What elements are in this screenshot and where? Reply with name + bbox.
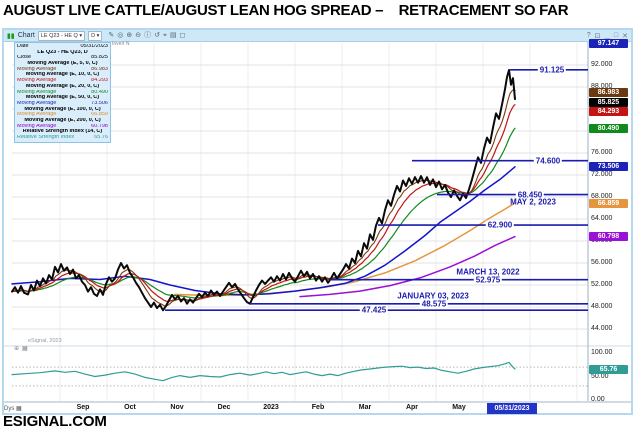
- invert-indicator: Invert N: [112, 41, 130, 47]
- rsi-line: [11, 361, 516, 382]
- grid-icon[interactable]: ▤: [169, 31, 177, 39]
- interval-dropdown[interactable]: D ▾: [88, 30, 103, 41]
- legend-value-row: Moving Average 73.506: [17, 100, 108, 106]
- cursor-date-badge: 05/31/2023: [487, 403, 537, 414]
- page-title: AUGUST LIVE CATTLE/AUGUST LEAN HOG SPREA…: [3, 2, 569, 19]
- ma-line-ema-200: [299, 235, 516, 298]
- calendar-icon: ▦: [16, 406, 22, 412]
- data-window-panel: Date 05/31/2023 LE Q23 - HE Q23, D Close 85.…: [14, 42, 111, 143]
- legend-study-header: Moving Average (E, 100, 0, C): [24, 106, 101, 112]
- price-line: [11, 69, 516, 312]
- chat-icon[interactable]: ◻: [179, 31, 186, 39]
- legend-study-header: Moving Average (E, 10, 0, C): [25, 72, 100, 78]
- help-button[interactable]: ?: [586, 31, 591, 39]
- window-buttons: ? ⊡ ▁ □ ✕: [587, 32, 628, 40]
- esignal-watermark: eSignal, 2023: [28, 338, 62, 344]
- refresh-icon[interactable]: ↺: [154, 31, 161, 39]
- pointer-icon[interactable]: ⌖: [163, 31, 167, 39]
- maximize-button[interactable]: □: [613, 31, 619, 39]
- chevron-down-icon: ▾: [96, 32, 100, 39]
- crosshair-icon[interactable]: ◎: [117, 31, 124, 39]
- legend-study-header: Relative Strength Index (14, C): [22, 129, 103, 135]
- legend-value-row: Moving Average 60.798: [17, 123, 108, 129]
- ma-line-ema-50: [11, 166, 516, 296]
- legend-value-row: Date 05/31/2023: [17, 44, 108, 49]
- legend-value-row: Moving Average 66.859: [17, 112, 108, 118]
- chart-window-frame: [2, 28, 633, 415]
- chart-window-titlebar: ▮▮ Chart LE Q23 - HE Q ▾ D ▾ ✎ ◎ ⊕ ⊖ ⓘ ↺ ⌖ ▤ ◻ ?…: [4, 30, 631, 42]
- ma-line-ema-20: [11, 127, 516, 299]
- ma-line-ema-10: [11, 104, 516, 302]
- pencil-icon[interactable]: ✎: [108, 31, 115, 39]
- legend-value-row: Moving Average 84.293: [17, 78, 108, 84]
- close-button[interactable]: ✕: [622, 32, 628, 40]
- chart-app-label: Chart: [17, 32, 35, 39]
- rsi-panel-icons[interactable]: ⊕▦: [14, 346, 31, 352]
- zoom-in-icon[interactable]: ⊕: [126, 31, 133, 39]
- legend-value-row: Relative Strength Index 65.76: [17, 135, 108, 140]
- legend-value-row: Moving Average 80.490: [17, 89, 108, 95]
- legend-study-header: Moving Average (E, 50, 0, C): [25, 95, 100, 101]
- zoom-out-icon[interactable]: ⊖: [135, 31, 142, 39]
- chevron-down-icon: ▾: [79, 32, 83, 39]
- minimize-button[interactable]: ▁: [604, 32, 610, 40]
- symbol-dropdown[interactable]: LE Q23 - HE Q ▾: [37, 30, 86, 41]
- info-icon[interactable]: ⓘ: [144, 31, 152, 39]
- legend-study-header: Moving Average (E, 20, 0, C): [25, 83, 100, 89]
- legend-value-row: Close 85.825: [17, 55, 108, 61]
- legend-study-header: Moving Average (E, 5, 0, C): [27, 61, 98, 67]
- footer-brand: ESIGNAL.COM: [3, 413, 107, 430]
- x-axis-days-control[interactable]: Dys ▦: [4, 406, 22, 412]
- legend-study-header: Moving Average (E, 200, 0, C): [24, 117, 101, 123]
- toolbar-icons: ✎ ◎ ⊕ ⊖ ⓘ ↺ ⌖ ▤ ◻: [105, 32, 185, 40]
- legend-study-header: LE Q23 - HE Q23, D: [37, 49, 88, 55]
- legend-value-row: Moving Average 86.983: [17, 66, 108, 72]
- chart-app-icon: ▮▮: [7, 32, 15, 40]
- popout-button[interactable]: ⊡: [594, 32, 601, 40]
